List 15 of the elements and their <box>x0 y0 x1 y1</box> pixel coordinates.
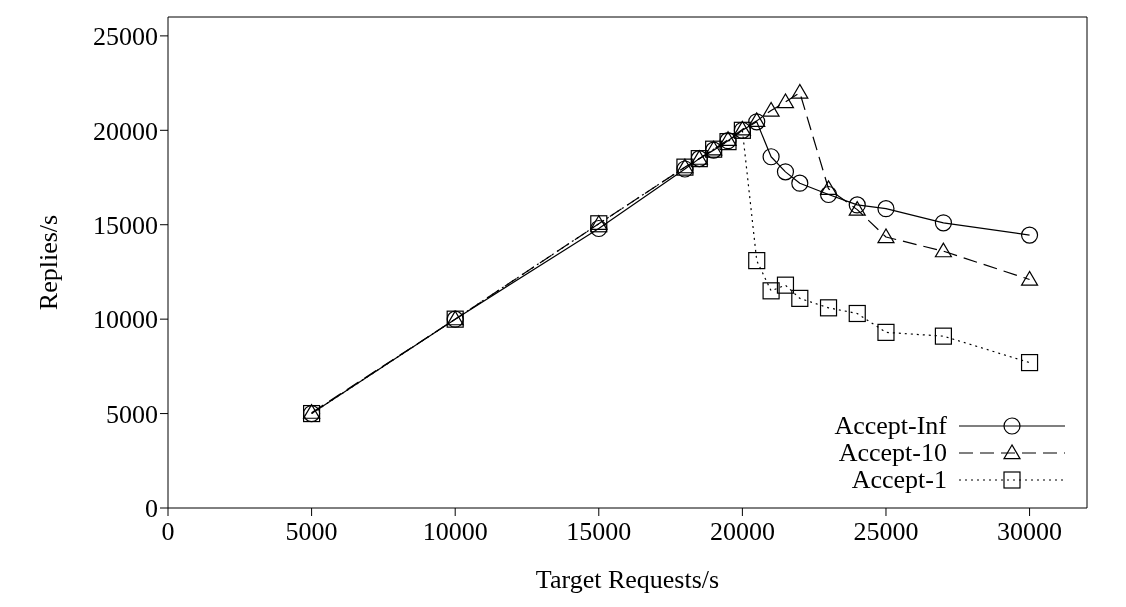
y-tick-label: 20000 <box>93 116 158 146</box>
y-axis-title: Replies/s <box>34 214 64 311</box>
legend-label: Accept-Inf <box>834 410 947 441</box>
x-axis-title: Target Requests/s <box>535 565 720 594</box>
y-tick-label: 0 <box>145 494 158 524</box>
x-tick-label: 15000 <box>566 517 632 547</box>
x-tick-label: 30000 <box>997 517 1063 547</box>
y-tick-label: 5000 <box>106 399 158 429</box>
y-tick-label: 10000 <box>93 305 158 335</box>
x-tick-label: 20000 <box>709 517 775 547</box>
y-tick-label: 25000 <box>93 22 158 52</box>
x-tick-label: 10000 <box>422 517 488 547</box>
x-tick-label: 25000 <box>853 517 919 547</box>
y-tick-label: 15000 <box>93 210 158 240</box>
x-tick-label: 5000 <box>285 517 338 547</box>
